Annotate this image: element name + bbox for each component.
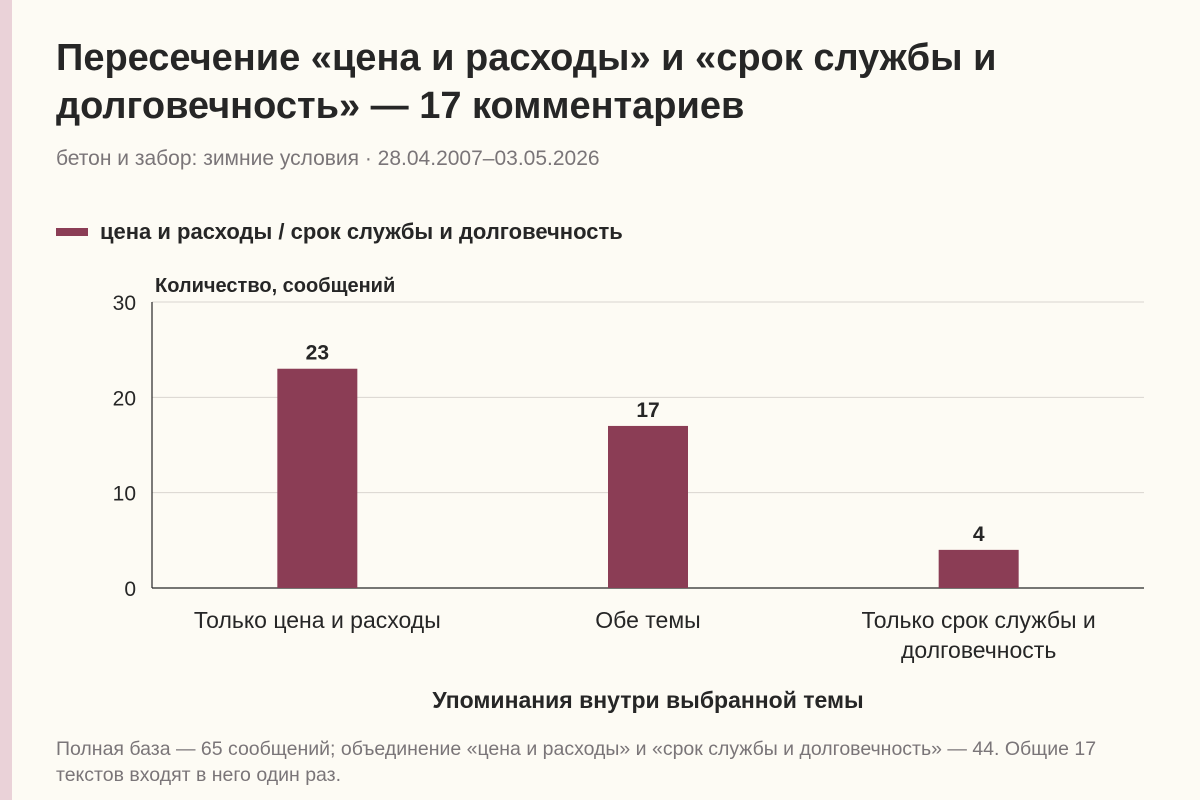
y-tick-label: 20 xyxy=(113,387,136,410)
chart-subtitle: бетон и забор: зимние условия · 28.04.20… xyxy=(56,147,600,170)
y-tick-label: 0 xyxy=(124,578,136,601)
bar-value-label: 23 xyxy=(306,342,329,365)
x-tick-label: долговечность xyxy=(901,637,1056,663)
legend: цена и расходы / срок службы и долговечн… xyxy=(56,219,623,245)
legend-swatch xyxy=(56,228,88,236)
bar xyxy=(277,368,358,588)
chart-title: Пересечение «цена и расходы» и «срок слу… xyxy=(56,37,997,127)
left-accent-stripe xyxy=(0,0,12,800)
y-axis-title: Количество, сообщений xyxy=(155,275,395,297)
y-tick-label: 30 xyxy=(113,292,136,315)
bar-value-label: 17 xyxy=(636,399,659,422)
x-axis-title: Упоминания внутри выбранной темы xyxy=(432,687,863,713)
x-tick-label: Обе темы xyxy=(595,607,700,633)
x-tick-label: Только цена и расходы xyxy=(194,607,441,633)
legend-label: цена и расходы / срок службы и долговечн… xyxy=(100,219,623,244)
bar xyxy=(938,549,1019,588)
footnote: Полная база — 65 сообщений; объединение … xyxy=(56,738,1097,786)
y-tick-label: 10 xyxy=(113,483,136,506)
bar-value-label: 4 xyxy=(973,523,985,546)
x-tick-label: Только срок службы и xyxy=(862,607,1096,633)
bar xyxy=(608,425,688,588)
